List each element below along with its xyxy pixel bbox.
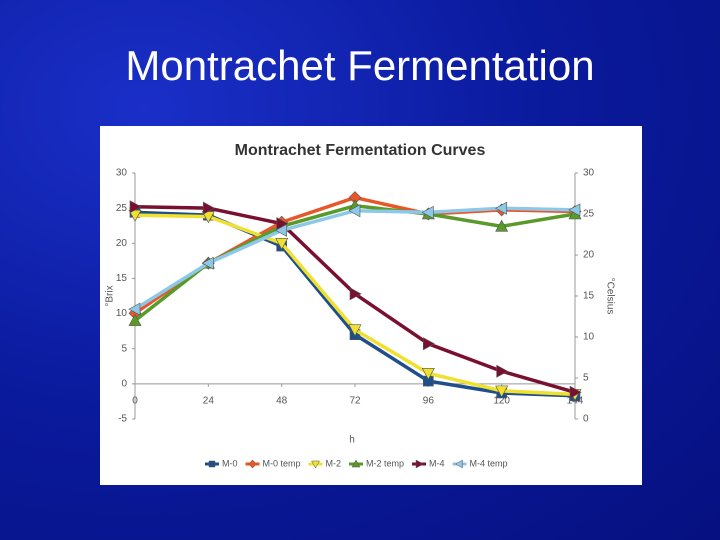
chart-title: Montrachet Fermentation Curves [235, 142, 486, 159]
legend-label: M-0 temp [263, 458, 301, 468]
legend-label: M-2 temp [366, 458, 404, 468]
data-point [495, 219, 509, 232]
y-tick-label: 30 [116, 168, 128, 179]
y2-tick-label: 0 [583, 414, 589, 425]
legend-marker [351, 459, 361, 468]
y-tick-label: 25 [116, 203, 128, 214]
legend-label: M-4 [429, 458, 445, 468]
slide-title: Montrachet Fermentation [125, 42, 595, 89]
data-point [348, 324, 362, 337]
x-tick-label: 72 [349, 396, 361, 407]
data-point [129, 200, 142, 214]
legend-marker [455, 459, 463, 469]
y-tick-label: -5 [118, 414, 127, 425]
data-point [349, 287, 362, 301]
y-tick-label: 5 [121, 343, 127, 354]
y2-tick-label: 30 [583, 168, 595, 179]
data-point [275, 237, 289, 250]
data-point [495, 385, 509, 398]
data-point [496, 364, 509, 378]
data-point [421, 368, 435, 380]
legend-label: M-4 temp [470, 458, 508, 468]
data-point [421, 205, 434, 219]
data-point [203, 201, 215, 215]
x-tick-label: 144 [567, 396, 584, 407]
data-point [568, 203, 581, 217]
data-point [275, 223, 287, 237]
y2-tick-label: 25 [583, 209, 595, 220]
y-tick-label: 20 [116, 238, 128, 249]
x-tick-label: 0 [132, 396, 138, 407]
x-tick-label: 24 [203, 396, 215, 407]
data-point [201, 256, 214, 270]
x-tick-label: 96 [423, 396, 435, 407]
legend-label: M-0 [222, 458, 238, 468]
y2-axis-label: °Celsius [604, 278, 615, 315]
data-point [348, 204, 361, 218]
legend-marker [248, 459, 257, 469]
data-point [423, 337, 435, 351]
y-tick-label: 0 [121, 378, 127, 389]
y-tick-label: 10 [116, 308, 128, 319]
legend-marker [311, 460, 320, 469]
data-point [569, 385, 582, 399]
y2-tick-label: 15 [583, 291, 595, 302]
y2-tick-label: 20 [583, 250, 595, 261]
legend-marker [415, 459, 424, 469]
x-tick-label: 48 [276, 396, 288, 407]
y-axis-label: °Brix [105, 285, 116, 306]
data-point [128, 302, 141, 316]
y2-tick-label: 5 [583, 373, 589, 384]
data-point [495, 201, 507, 215]
data-point [128, 313, 142, 326]
y2-tick-label: 10 [583, 332, 595, 343]
legend-marker [208, 460, 216, 468]
y-tick-label: 15 [116, 273, 128, 284]
x-axis-label: h [349, 435, 355, 446]
x-tick-label: 120 [493, 396, 510, 407]
legend-label: M-2 [326, 458, 342, 468]
